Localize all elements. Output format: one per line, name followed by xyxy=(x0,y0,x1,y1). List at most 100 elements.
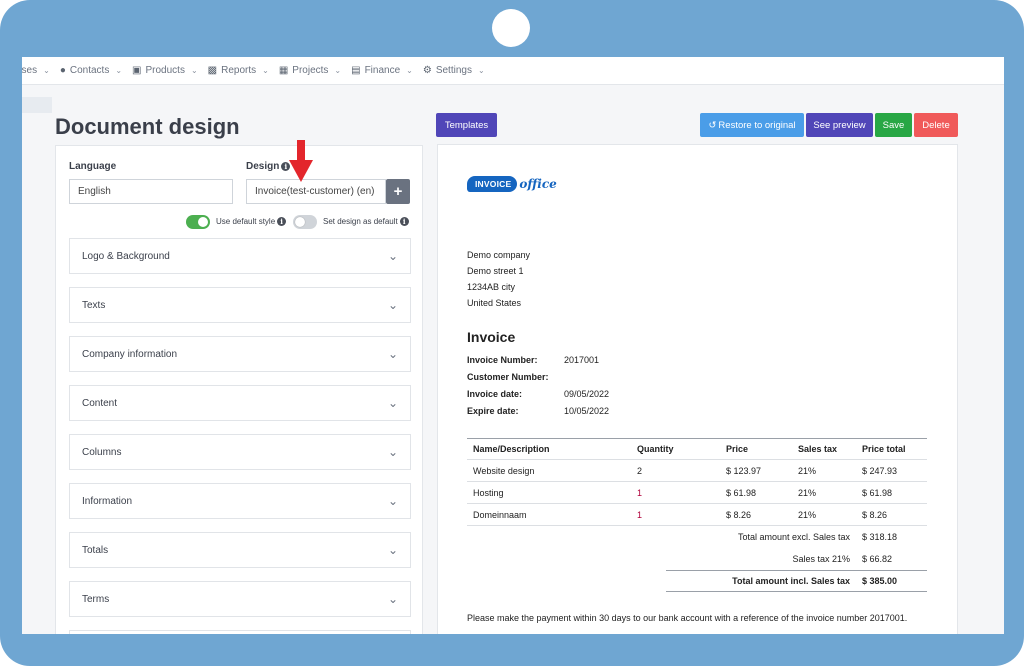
chevron-down-icon: ⌄ xyxy=(334,66,342,75)
nav-label: Products xyxy=(145,65,185,76)
table-cell: 1 xyxy=(637,487,643,498)
address-line: 1234AB city xyxy=(467,282,516,292)
chevron-down-icon: ⌄ xyxy=(387,249,398,263)
section-totals[interactable]: Totals ⌄ xyxy=(69,532,411,568)
table-cell: Domeinnaam xyxy=(473,509,527,520)
money-icon: ▤ xyxy=(351,65,361,76)
table-row: Hosting 1 $ 61.98 21% $ 61.98 xyxy=(467,482,927,504)
section-terms[interactable]: Terms ⌄ xyxy=(69,581,411,617)
meta-value: 2017001 xyxy=(564,355,600,365)
gear-icon: ⚙ xyxy=(422,65,432,76)
column-header: Quantity xyxy=(637,444,674,454)
nav-item-products[interactable]: ▣ Products ⌄ xyxy=(132,65,198,76)
calendar-icon: ▦ xyxy=(278,65,289,76)
total-label: Total amount excl. Sales tax xyxy=(737,532,850,542)
section-label: Columns xyxy=(82,446,122,458)
chevron-down-icon: ⌄ xyxy=(387,347,398,361)
toggle-knob xyxy=(198,217,208,227)
nav-item-contacts[interactable]: ● Contacts ⌄ xyxy=(60,65,122,76)
meta-row: Customer Number: xyxy=(467,372,564,382)
info-icon[interactable]: i xyxy=(277,217,287,226)
templates-button[interactable]: Templates xyxy=(436,113,497,137)
cart-icon: ▣ xyxy=(132,65,142,76)
total-label: Total amount incl. Sales tax xyxy=(732,576,850,586)
app-screen: nses ⌄ ● Contacts ⌄ ▣ Products ⌄ ▩ Repor… xyxy=(22,57,1004,634)
use-default-style-label: Use default style xyxy=(216,217,276,226)
chevron-down-icon: ⌄ xyxy=(115,66,123,75)
section-company-information[interactable]: Company information ⌄ xyxy=(69,336,411,372)
info-icon[interactable]: i xyxy=(281,162,291,171)
page-title: Document design xyxy=(55,114,240,139)
meta-key: Invoice date: xyxy=(467,389,523,399)
section-information[interactable]: Information ⌄ xyxy=(69,483,411,519)
set-design-default-label-wrap: Set design as default i xyxy=(323,217,409,226)
set-design-default-toggle[interactable] xyxy=(293,215,317,229)
chevron-down-icon: ⌄ xyxy=(387,298,398,312)
payment-terms-text: Please make the payment within 30 days t… xyxy=(467,613,908,623)
chevron-down-icon: ⌄ xyxy=(190,66,198,75)
meta-row: Expire date: 10/05/2022 xyxy=(467,406,609,416)
language-select[interactable]: English xyxy=(69,179,233,204)
chevron-down-icon: ⌄ xyxy=(43,66,50,75)
invoice-heading: Invoice xyxy=(467,329,516,345)
chevron-down-icon: ⌄ xyxy=(262,66,269,75)
total-label: Sales tax 21% xyxy=(792,554,850,564)
section-texts[interactable]: Texts ⌄ xyxy=(69,287,411,323)
section-label: Terms xyxy=(82,593,110,605)
address-line: United States xyxy=(467,298,522,308)
section-columns[interactable]: Columns ⌄ xyxy=(69,434,411,470)
nav-item-settings[interactable]: ⚙ Settings ⌄ xyxy=(423,65,485,76)
section-content[interactable]: Content ⌄ xyxy=(69,385,411,421)
total-value: $ 385.00 xyxy=(862,576,898,586)
logo-wordmark: office xyxy=(519,177,557,191)
use-default-style-toggle[interactable] xyxy=(186,215,210,229)
arrow-shaft xyxy=(297,140,305,162)
section-label: Texts xyxy=(82,299,106,311)
table-cell: Hosting xyxy=(473,487,504,498)
add-design-button[interactable]: + xyxy=(386,179,410,204)
toggle-knob xyxy=(295,217,305,227)
section-label: Information xyxy=(82,495,133,507)
nav-label: Settings xyxy=(435,65,472,76)
column-header: Name/Description xyxy=(473,444,550,454)
nav-item-finance[interactable]: ▤ Finance ⌄ xyxy=(351,65,413,76)
design-select[interactable]: Invoice(test-customer) (en) xyxy=(246,179,386,204)
table-row: Website design 2 $ 123.97 21% $ 247.93 xyxy=(467,460,927,482)
table-cell: 1 xyxy=(637,509,643,520)
section-label: Company information xyxy=(82,348,178,360)
nav-item-reports[interactable]: ▩ Reports ⌄ xyxy=(208,65,269,76)
table-cell: Website design xyxy=(473,465,535,476)
nav-label: Projects xyxy=(292,65,329,76)
info-icon[interactable]: i xyxy=(399,217,409,226)
section-next-partial[interactable] xyxy=(69,630,411,634)
invoice-lines-table: Name/Description Quantity Price Sales ta… xyxy=(467,438,927,526)
address-line: Demo street 1 xyxy=(467,266,524,276)
meta-row: Invoice Number: 2017001 xyxy=(467,355,599,365)
table-cell: $ 123.97 xyxy=(726,465,762,476)
see-preview-button[interactable]: See preview xyxy=(806,113,873,137)
logo-cloud: INVOICE xyxy=(467,176,518,192)
total-row: Sales tax 21% $ 66.82 xyxy=(666,548,927,570)
undo-icon: ↺ xyxy=(708,119,717,131)
user-icon: ● xyxy=(59,65,66,76)
restore-original-button[interactable]: ↺ Restore to original xyxy=(700,113,804,137)
design-settings-panel: Language English Design i Invoice(test-c… xyxy=(55,145,423,634)
collapsed-sidebar-tab[interactable] xyxy=(22,97,52,113)
chevron-down-icon: ⌄ xyxy=(387,494,398,508)
column-header: Price xyxy=(726,444,749,454)
invoiceoffice-logo: INVOICE office xyxy=(467,173,557,195)
delete-button[interactable]: Delete xyxy=(914,113,958,137)
table-cell: 21% xyxy=(798,465,817,476)
section-logo-background[interactable]: Logo & Background ⌄ xyxy=(69,238,411,274)
save-button[interactable]: Save xyxy=(875,113,912,137)
meta-value: 09/05/2022 xyxy=(564,389,610,399)
nav-item-expenses[interactable]: nses ⌄ xyxy=(22,65,50,76)
table-cell: $ 8.26 xyxy=(862,509,888,520)
nav-item-projects[interactable]: ▦ Projects ⌄ xyxy=(279,65,341,76)
nav-label: nses xyxy=(22,65,38,76)
meta-value: 10/05/2022 xyxy=(564,406,610,416)
red-arrow-annotation xyxy=(289,140,313,182)
table-cell: $ 61.98 xyxy=(862,487,893,498)
meta-key: Expire date: xyxy=(467,406,519,416)
